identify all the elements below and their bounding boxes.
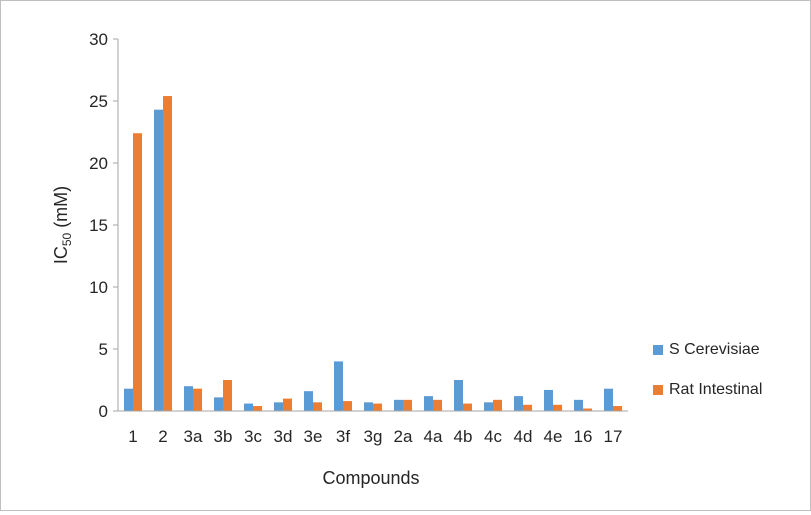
x-tick-label: 17 bbox=[604, 427, 623, 446]
legend-label-s-cerevisiae: S Cerevisiae bbox=[669, 341, 760, 358]
bar-rat-intestinal-4d bbox=[523, 404, 532, 411]
bar-rat-intestinal-3f bbox=[343, 401, 352, 411]
bar-s-cerevisiae-4e bbox=[544, 389, 553, 411]
bar-rat-intestinal-3g bbox=[373, 403, 382, 411]
bars bbox=[124, 96, 622, 412]
bar-rat-intestinal-16 bbox=[583, 408, 592, 411]
bar-rat-intestinal-3a bbox=[193, 388, 202, 411]
x-tick-label: 16 bbox=[574, 427, 593, 446]
bar-s-cerevisiae-2a bbox=[394, 399, 403, 411]
bar-s-cerevisiae-4a bbox=[424, 396, 433, 411]
bar-rat-intestinal-4e bbox=[553, 404, 562, 411]
x-axis-title: Compounds bbox=[322, 468, 419, 488]
bar-rat-intestinal-4b bbox=[463, 403, 472, 411]
bar-s-cerevisiae-3d bbox=[274, 402, 283, 411]
bar-rat-intestinal-1 bbox=[133, 133, 142, 412]
bar-rat-intestinal-4c bbox=[493, 399, 502, 411]
x-tick-label: 3c bbox=[244, 427, 262, 446]
bar-s-cerevisiae-3c bbox=[244, 403, 253, 411]
y-axis-title-subscript: 50 bbox=[60, 232, 74, 246]
bar-s-cerevisiae-4c bbox=[484, 402, 493, 411]
legend-item-rat-intestinal: Rat Intestinal bbox=[653, 379, 762, 401]
y-tick-label: 5 bbox=[99, 340, 108, 359]
legend-item-s-cerevisiae: S Cerevisiae bbox=[653, 339, 762, 361]
bar-s-cerevisiae-3g bbox=[364, 402, 373, 411]
x-tick-label: 3e bbox=[304, 427, 323, 446]
y-axis: 0 5 10 15 20 25 30 bbox=[89, 30, 119, 421]
bar-s-cerevisiae-1 bbox=[124, 388, 133, 411]
x-tick-label: 2 bbox=[158, 427, 167, 446]
bar-rat-intestinal-3d bbox=[283, 398, 292, 411]
y-axis-title: IC50 (mM) bbox=[51, 186, 74, 264]
bar-rat-intestinal-2a bbox=[403, 399, 412, 411]
x-tick-label: 4c bbox=[484, 427, 502, 446]
bar-s-cerevisiae-3f bbox=[334, 361, 343, 411]
bar-rat-intestinal-2 bbox=[163, 96, 172, 411]
legend: S Cerevisiae Rat Intestinal bbox=[653, 339, 762, 419]
x-tick-label: 1 bbox=[128, 427, 137, 446]
legend-swatch-s-cerevisiae bbox=[653, 345, 663, 355]
x-tick-label: 4b bbox=[454, 427, 473, 446]
legend-label-rat-intestinal: Rat Intestinal bbox=[669, 381, 763, 398]
y-axis-title-unit: (mM) bbox=[51, 186, 71, 233]
x-tick-label: 3a bbox=[184, 427, 203, 446]
bar-s-cerevisiae-16 bbox=[574, 399, 583, 411]
x-axis: 1 2 3a 3b 3c 3d 3e 3f 3g 2a 4a 4b 4c 4d 4e 16 17 bbox=[118, 410, 628, 446]
bar-rat-intestinal-17 bbox=[613, 406, 622, 411]
y-tick-label: 25 bbox=[89, 92, 108, 111]
bar-rat-intestinal-3c bbox=[253, 406, 262, 411]
y-tick-label: 15 bbox=[89, 216, 108, 235]
bar-s-cerevisiae-2 bbox=[154, 109, 163, 412]
bar-rat-intestinal-4a bbox=[433, 399, 442, 411]
bar-s-cerevisiae-3a bbox=[184, 386, 193, 411]
x-tick-label: 3f bbox=[336, 427, 350, 446]
y-tick-label: 20 bbox=[89, 154, 108, 173]
bar-s-cerevisiae-3b bbox=[214, 397, 223, 411]
x-tick-label: 3d bbox=[274, 427, 293, 446]
x-tick-label: 2a bbox=[394, 427, 413, 446]
legend-swatch-rat-intestinal bbox=[653, 385, 663, 395]
x-tick-label: 4e bbox=[544, 427, 563, 446]
bar-s-cerevisiae-3e bbox=[304, 391, 313, 411]
bar-s-cerevisiae-17 bbox=[604, 388, 613, 411]
y-tick-label: 0 bbox=[99, 402, 108, 421]
x-tick-label: 3g bbox=[364, 427, 383, 446]
bar-s-cerevisiae-4b bbox=[454, 380, 463, 411]
y-axis-title-main: IC bbox=[51, 246, 71, 264]
y-tick-label: 30 bbox=[89, 30, 108, 49]
bar-s-cerevisiae-4d bbox=[514, 396, 523, 411]
x-tick-label: 3b bbox=[214, 427, 233, 446]
x-tick-label: 4a bbox=[424, 427, 443, 446]
y-tick-label: 10 bbox=[89, 278, 108, 297]
x-tick-label: 4d bbox=[514, 427, 533, 446]
bar-rat-intestinal-3e bbox=[313, 402, 322, 411]
bar-rat-intestinal-3b bbox=[223, 380, 232, 411]
